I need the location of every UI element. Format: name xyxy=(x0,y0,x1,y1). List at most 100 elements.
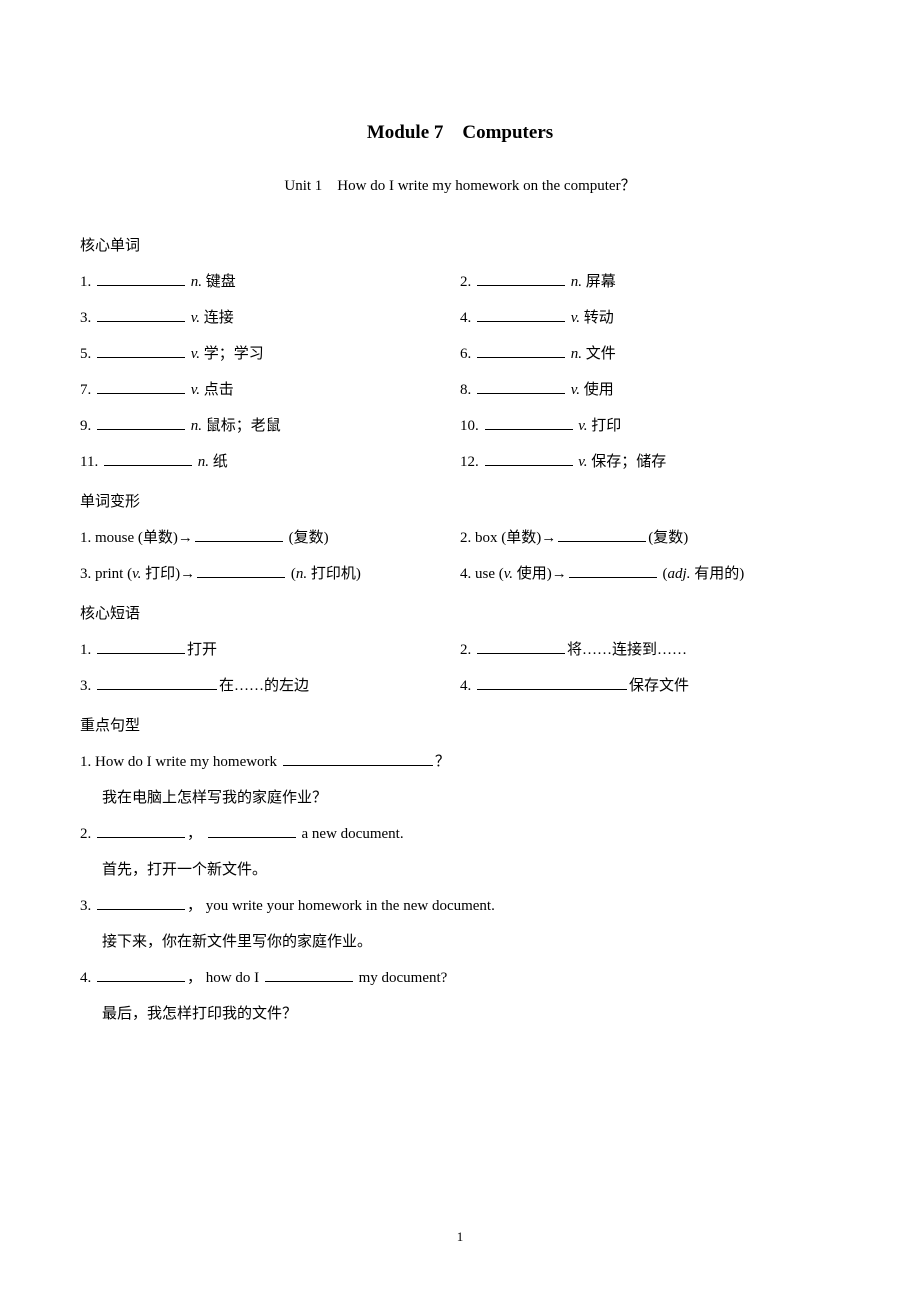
prefix-word: use xyxy=(475,566,495,582)
section-core-words-header: 核心单词 xyxy=(80,228,840,264)
sentence-translation: 最后，我怎样打印我的文件？ xyxy=(80,996,840,1032)
core-words-row: 9. n. 鼠标；老鼠 10. v. 打印 xyxy=(80,408,840,444)
def: 使用 xyxy=(584,382,614,398)
fill-blank[interactable] xyxy=(97,967,185,982)
def: 在……的左边 xyxy=(219,678,309,694)
fill-blank[interactable] xyxy=(97,379,185,394)
fill-blank[interactable] xyxy=(97,823,185,838)
pos: v. xyxy=(571,382,580,398)
fill-blank[interactable] xyxy=(104,451,192,466)
prefix-word: print xyxy=(95,566,123,582)
section-word-forms-header: 单词变形 xyxy=(80,484,840,520)
item-num: 3. xyxy=(80,310,91,326)
item-num: 1. xyxy=(80,642,91,658)
pos: v. xyxy=(191,382,200,398)
fill-blank[interactable] xyxy=(477,675,627,690)
item-num: 8. xyxy=(460,382,471,398)
prefix-word: mouse xyxy=(95,530,134,546)
def: 将……连接到…… xyxy=(567,642,687,658)
fill-blank[interactable] xyxy=(195,527,283,542)
pos: v. xyxy=(191,346,200,362)
section-key-sentences-header: 重点句型 xyxy=(80,708,840,744)
module-title: Module 7 Computers xyxy=(80,110,840,156)
core-phrases-row: 1. 打开 2. 将……连接到…… xyxy=(80,632,840,668)
core-words-row: 1. n. 键盘 2. n. 屏幕 xyxy=(80,264,840,300)
item-num: 1. xyxy=(80,274,91,290)
item-num: 3. xyxy=(80,566,91,582)
pos: v. xyxy=(578,418,587,434)
pos: v. xyxy=(571,310,580,326)
fill-blank[interactable] xyxy=(208,823,296,838)
fill-blank[interactable] xyxy=(477,307,565,322)
post: ？ xyxy=(435,754,450,770)
core-words-row: 7. v. 点击 8. v. 使用 xyxy=(80,372,840,408)
core-words-row: 11. n. 纸 12. v. 保存；储存 xyxy=(80,444,840,480)
fill-blank[interactable] xyxy=(477,379,565,394)
fill-blank[interactable] xyxy=(477,639,565,654)
prefix-paren: ( xyxy=(495,566,504,582)
pos: v. xyxy=(578,454,587,470)
fill-blank[interactable] xyxy=(265,967,353,982)
item-num: 7. xyxy=(80,382,91,398)
pos: v. xyxy=(191,310,200,326)
fill-blank[interactable] xyxy=(485,451,573,466)
item-num: 3. xyxy=(80,678,91,694)
item-num: 9. xyxy=(80,418,91,434)
item-num: 2. xyxy=(460,530,471,546)
fill-blank[interactable] xyxy=(197,563,285,578)
def: 键盘 xyxy=(206,274,236,290)
item-num: 3. xyxy=(80,898,91,914)
item-num: 4. xyxy=(460,310,471,326)
prefix-rest: 使用)→ xyxy=(513,566,567,582)
def: 转动 xyxy=(584,310,614,326)
def: 打开 xyxy=(187,642,217,658)
item-num: 11. xyxy=(80,454,98,470)
prefix-rest: 打印)→ xyxy=(141,566,195,582)
fill-blank[interactable] xyxy=(97,675,217,690)
pos: n. xyxy=(571,346,582,362)
def: 打印 xyxy=(591,418,621,434)
item-num: 5. xyxy=(80,346,91,362)
sentence-translation: 接下来，你在新文件里写你的家庭作业。 xyxy=(80,924,840,960)
sentence-translation: 首先，打开一个新文件。 xyxy=(80,852,840,888)
item-num: 4. xyxy=(460,678,471,694)
sentence-row: 4. ， how do I my document? xyxy=(80,960,840,996)
fill-blank[interactable] xyxy=(283,751,433,766)
core-words-row: 3. v. 连接 4. v. 转动 xyxy=(80,300,840,336)
fill-blank[interactable] xyxy=(558,527,646,542)
fill-blank[interactable] xyxy=(97,307,185,322)
sentence-row: 1. How do I write my homework ？ xyxy=(80,744,840,780)
fill-blank[interactable] xyxy=(97,895,185,910)
mid: ， xyxy=(187,826,202,842)
def: 保存；储存 xyxy=(591,454,666,470)
suffix-paren: ( xyxy=(287,566,296,582)
fill-blank[interactable] xyxy=(477,271,565,286)
def: 点击 xyxy=(204,382,234,398)
item-num: 4. xyxy=(80,970,91,986)
item-num: 1. xyxy=(80,530,91,546)
def: 屏幕 xyxy=(586,274,616,290)
sentence-translation: 我在电脑上怎样写我的家庭作业？ xyxy=(80,780,840,816)
fill-blank[interactable] xyxy=(97,639,185,654)
fill-blank[interactable] xyxy=(569,563,657,578)
fill-blank[interactable] xyxy=(97,343,185,358)
page-number: 1 xyxy=(0,1221,920,1252)
def: 纸 xyxy=(213,454,228,470)
prefix-paren: ( xyxy=(123,566,132,582)
item-num: 12. xyxy=(460,454,479,470)
fill-blank[interactable] xyxy=(485,415,573,430)
fill-blank[interactable] xyxy=(97,415,185,430)
suffix: (复数) xyxy=(648,530,688,546)
def: 学；学习 xyxy=(204,346,264,362)
sentence-row: 3. ， you write your homework in the new … xyxy=(80,888,840,924)
pos: n. xyxy=(571,274,582,290)
post: a new document. xyxy=(298,826,404,842)
item-num: 6. xyxy=(460,346,471,362)
pos: v. xyxy=(132,566,141,582)
prefix-paren: (单数)→ xyxy=(138,530,193,546)
fill-blank[interactable] xyxy=(477,343,565,358)
fill-blank[interactable] xyxy=(97,271,185,286)
post: ， you write your homework in the new doc… xyxy=(187,898,495,914)
suffix-rest: 打印机) xyxy=(307,566,361,582)
suffix-rest: 有用的) xyxy=(690,566,744,582)
